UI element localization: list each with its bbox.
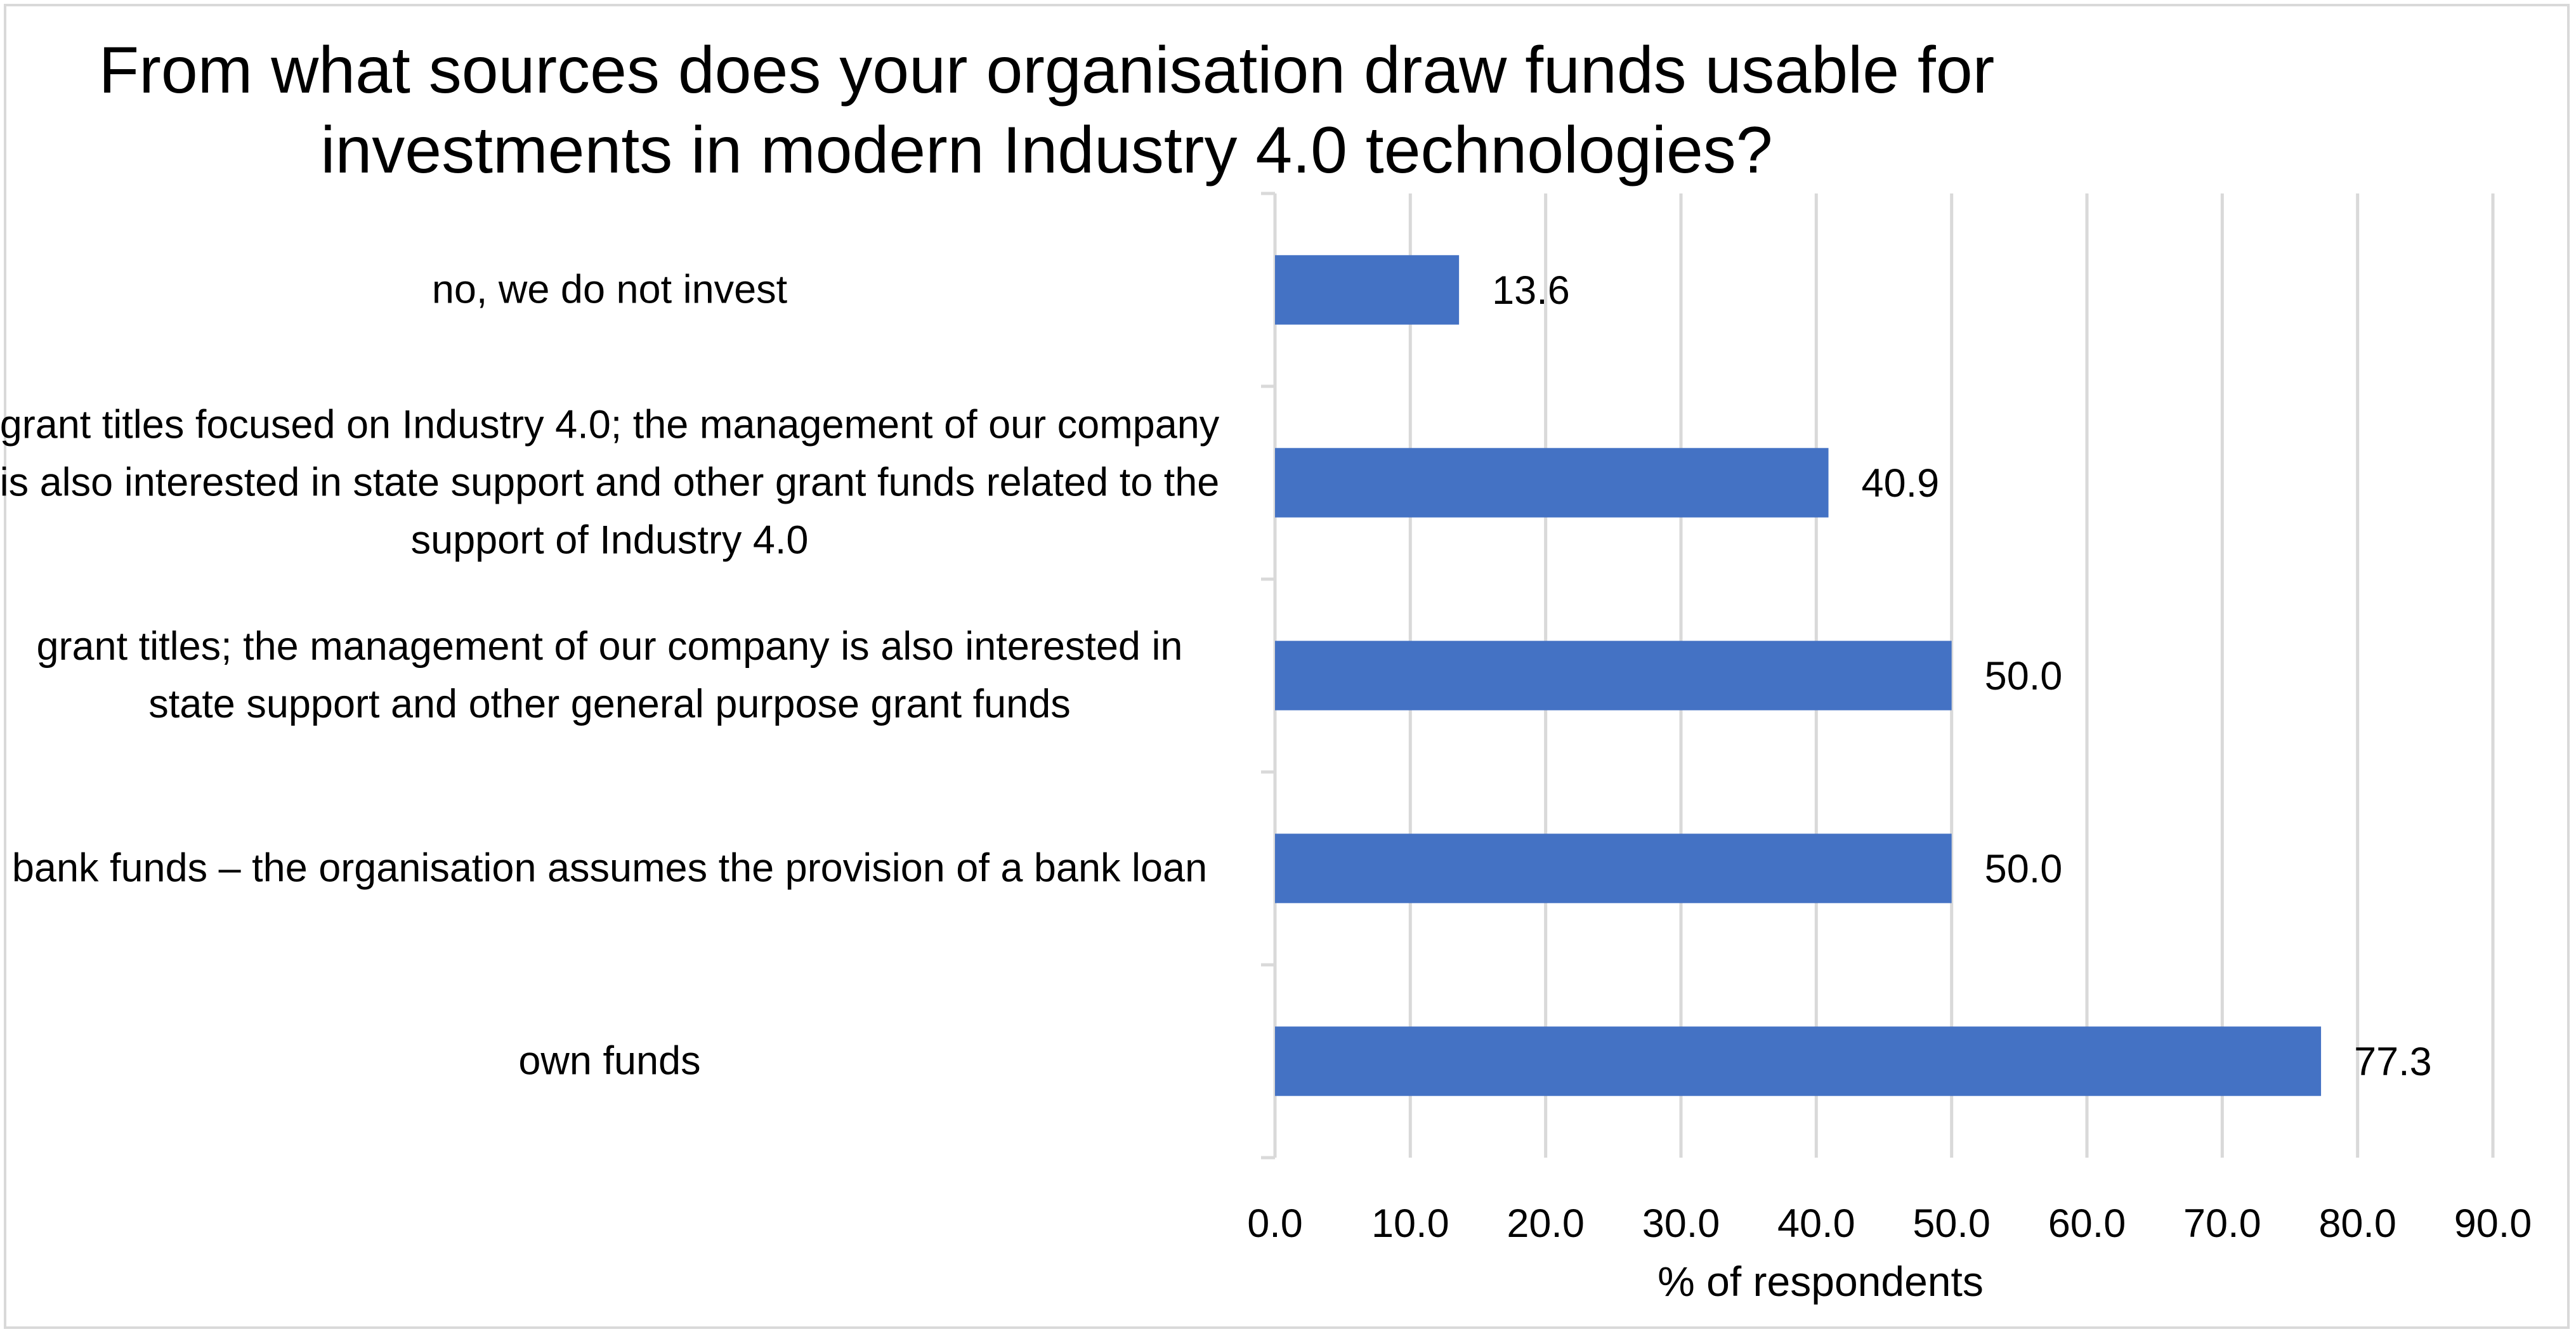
bar <box>1275 255 1460 325</box>
x-tick-label: 30.0 <box>1642 1201 1720 1246</box>
category-label: grant titles focused on Industry 4.0; th… <box>0 402 1220 563</box>
x-tick-label: 60.0 <box>2048 1201 2126 1246</box>
x-tick-label: 90.0 <box>2454 1201 2532 1246</box>
x-tick-label: 40.0 <box>1777 1201 1855 1246</box>
data-label: 50.0 <box>1985 654 2063 698</box>
category-label: grant titles; the management of our comp… <box>36 624 1183 726</box>
bar <box>1275 641 1952 710</box>
x-tick-label: 80.0 <box>2318 1201 2396 1246</box>
x-tick-label: 20.0 <box>1507 1201 1585 1246</box>
data-label: 13.6 <box>1492 268 1570 313</box>
data-label: 77.3 <box>2354 1040 2432 1084</box>
chart-title: From what sources does your organisation… <box>98 34 1995 187</box>
x-tick-label: 50.0 <box>1912 1201 1991 1246</box>
x-tick-label: 0.0 <box>1247 1201 1303 1246</box>
bar <box>1275 448 1829 518</box>
data-label: 40.9 <box>1862 461 1940 506</box>
x-axis-label: % of respondents <box>1657 1258 1984 1305</box>
data-label: 50.0 <box>1985 847 2063 891</box>
category-label: own funds <box>518 1038 701 1083</box>
bar <box>1275 834 1952 903</box>
bar <box>1275 1026 2322 1096</box>
x-tick-label: 70.0 <box>2183 1201 2261 1246</box>
x-tick-label: 10.0 <box>1371 1201 1449 1246</box>
category-label: no, we do not invest <box>431 267 788 312</box>
category-label: bank funds – the organisation assumes th… <box>11 846 1208 891</box>
